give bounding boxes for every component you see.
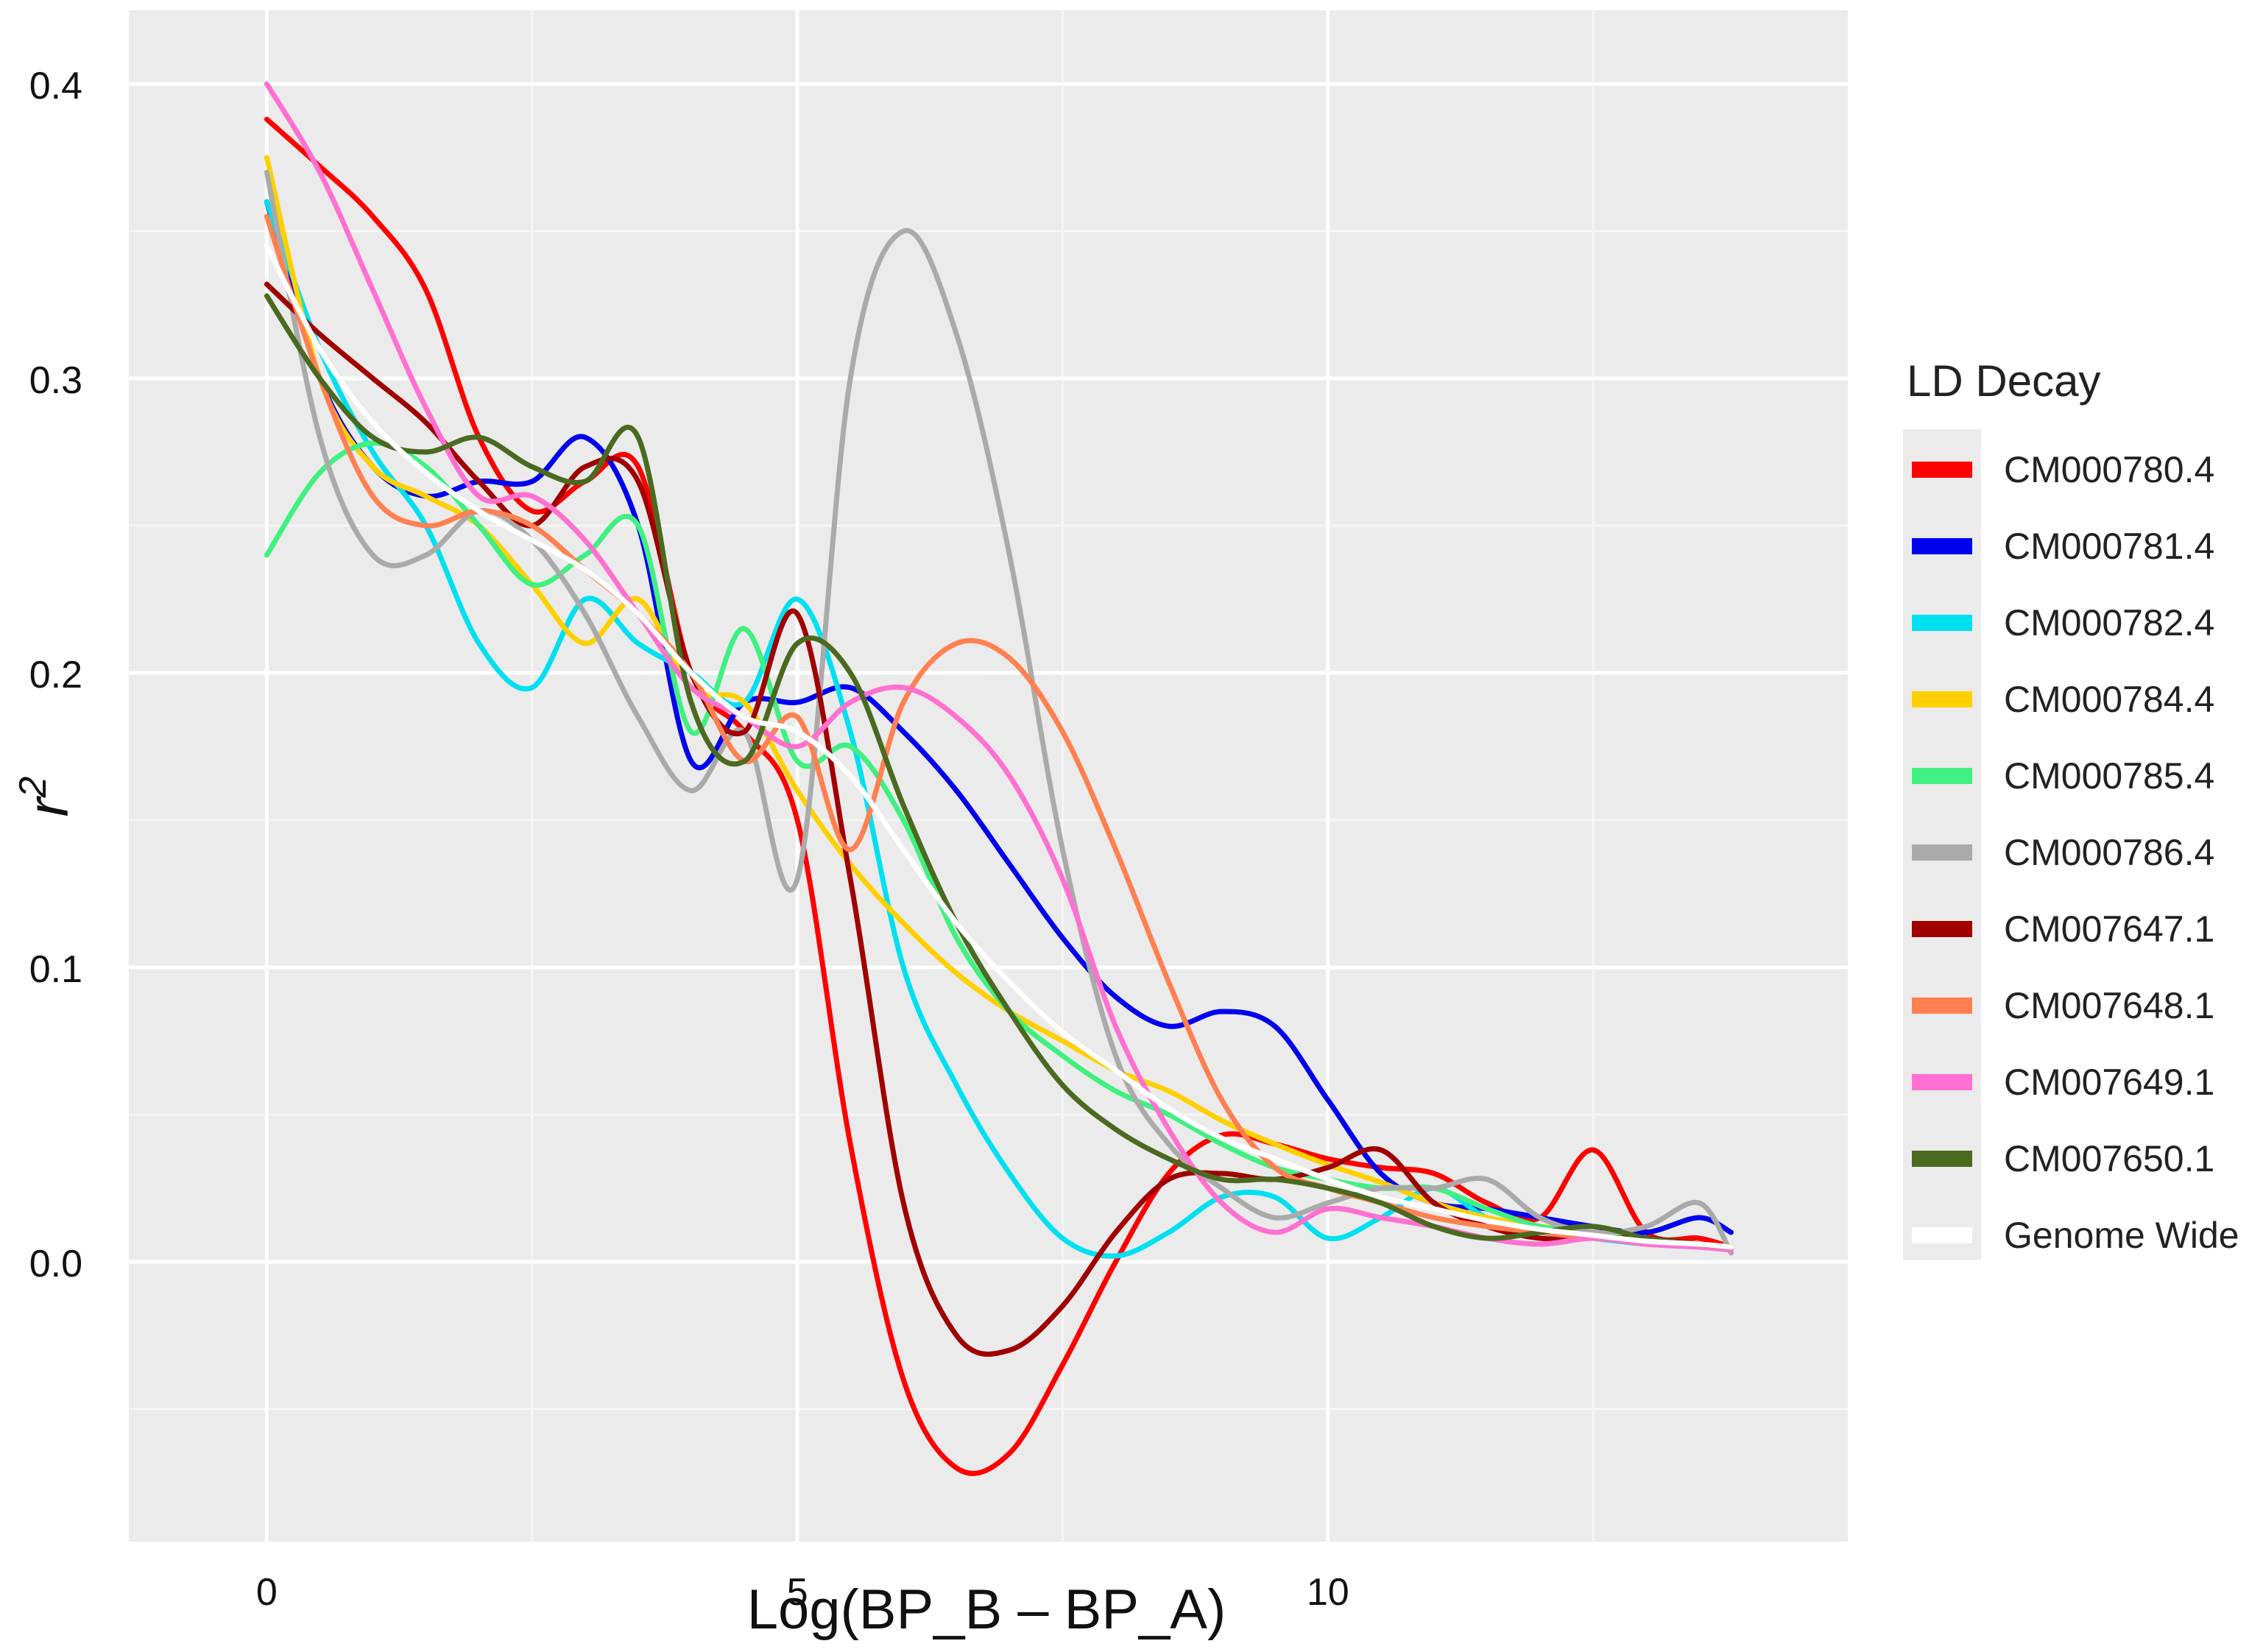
legend-item: CM000780.4 xyxy=(1912,449,2214,490)
legend-key-cm007649-1 xyxy=(1912,1074,1972,1090)
x-tick-label: 10 xyxy=(1307,1571,1349,1614)
series-line-genome-wide xyxy=(264,243,1734,1250)
legend-label: CM000784.4 xyxy=(2004,679,2214,720)
legend-key-cm000785-4 xyxy=(1912,768,1972,784)
legend-label: CM000781.4 xyxy=(2004,526,2214,567)
legend-key-cm007648-1 xyxy=(1912,998,1972,1014)
legend-item: CM000781.4 xyxy=(1912,526,2214,567)
svg-text:r2: r2 xyxy=(12,776,80,816)
legend-label: CM007649.1 xyxy=(2004,1062,2214,1103)
y-tick-label: 0.2 xyxy=(29,654,82,696)
legend-items: CM000780.4 CM000781.4 CM000782.4 CM000784.4… xyxy=(1912,449,2239,1256)
legend-item: CM000785.4 xyxy=(1912,755,2214,797)
legend-label: CM000786.4 xyxy=(2004,832,2214,873)
series-line-cm007650-1 xyxy=(264,293,1734,1250)
legend-key-cm000781-4 xyxy=(1912,538,1972,554)
series-line-cm000786-4 xyxy=(264,169,1734,1256)
legend-label: CM000780.4 xyxy=(2004,449,2214,490)
major-gridlines xyxy=(129,10,1848,1542)
series-line-cm000780-4 xyxy=(264,116,1734,1476)
legend-item: CM007648.1 xyxy=(1912,985,2214,1026)
series-lines xyxy=(264,81,1734,1476)
legend-label: CM000782.4 xyxy=(2004,602,2214,643)
legend-key-cm000782-4 xyxy=(1912,615,1972,631)
y-tick-label: 0.3 xyxy=(29,359,82,402)
legend-key-cm007650-1 xyxy=(1912,1151,1972,1167)
legend-key-cm000784-4 xyxy=(1912,691,1972,707)
legend-key-cm007647-1 xyxy=(1912,921,1972,937)
x-tick-label: 5 xyxy=(787,1571,808,1614)
legend-item: CM000782.4 xyxy=(1912,602,2214,643)
series-line-cm000781-4 xyxy=(264,199,1734,1235)
series-line-cm007648-1 xyxy=(264,213,1734,1250)
legend-item: CM007647.1 xyxy=(1912,908,2214,950)
legend-key-genome-wide xyxy=(1912,1227,1972,1243)
x-axis-ticks: 0 5 10 xyxy=(256,1571,1349,1614)
y-axis-ticks: 0.0 0.1 0.2 0.3 0.4 xyxy=(29,65,82,1285)
legend-item: Genome Wide xyxy=(1912,1215,2239,1256)
y-tick-label: 0.1 xyxy=(29,948,82,991)
y-axis-title-superscript: 2 xyxy=(12,776,54,798)
y-axis-title-base: r xyxy=(15,795,80,816)
legend-key-cm000780-4 xyxy=(1912,462,1972,478)
legend-item: CM007650.1 xyxy=(1912,1138,2214,1179)
x-axis-title: Log(BP_B – BP_A) xyxy=(747,1578,1226,1641)
legend-item: CM000786.4 xyxy=(1912,832,2214,873)
y-tick-label: 0.0 xyxy=(29,1243,82,1285)
y-axis-title: r2 xyxy=(12,776,80,816)
y-tick-label: 0.4 xyxy=(29,65,82,107)
legend-label: CM007647.1 xyxy=(2004,908,2214,950)
legend-title: LD Decay xyxy=(1907,356,2100,406)
legend-label: CM000785.4 xyxy=(2004,755,2214,797)
x-tick-label: 0 xyxy=(256,1571,278,1614)
legend-label: Genome Wide xyxy=(2004,1215,2239,1256)
legend-item: CM007649.1 xyxy=(1912,1062,2214,1103)
legend-label: CM007650.1 xyxy=(2004,1138,2214,1179)
legend-item: CM000784.4 xyxy=(1912,679,2214,720)
legend-key-cm000786-4 xyxy=(1912,844,1972,861)
legend-label: CM007648.1 xyxy=(2004,985,2214,1026)
series-line-cm000785-4 xyxy=(264,440,1734,1250)
plot-panel xyxy=(129,10,1848,1542)
legend: LD Decay CM000780.4CM000781.4CM000782.4C… xyxy=(1903,356,2239,1260)
